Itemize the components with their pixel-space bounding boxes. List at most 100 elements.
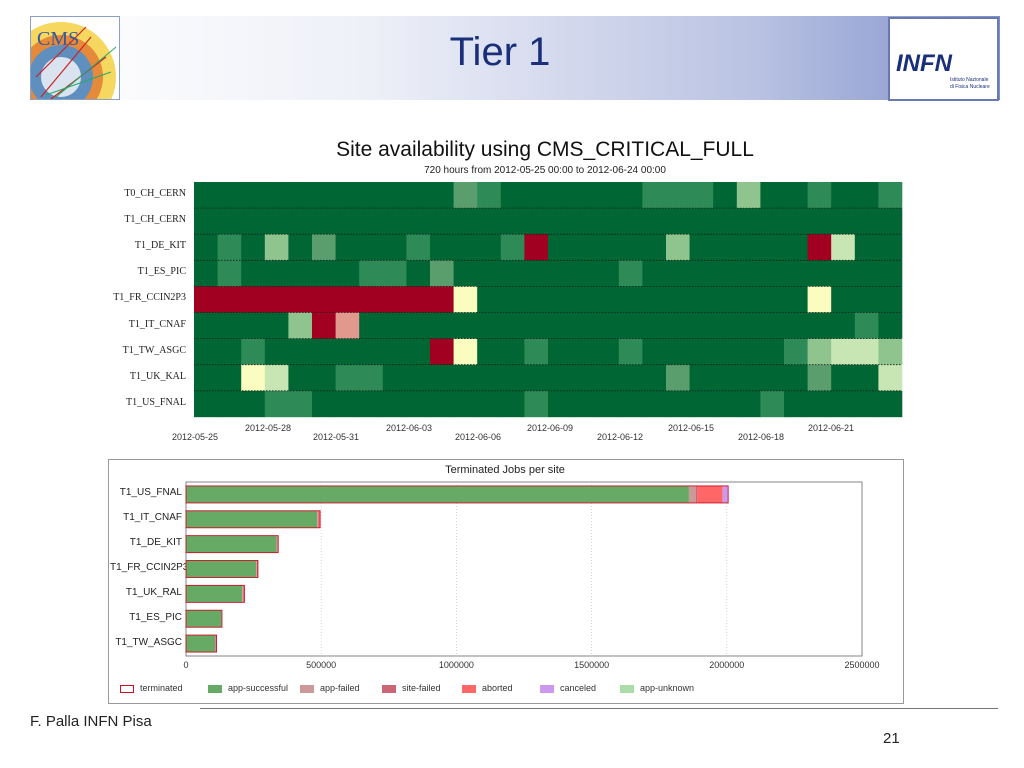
heatmap-cell xyxy=(241,390,266,418)
jobs-legend-item: app-failed xyxy=(300,683,360,697)
heatmap-cell xyxy=(642,234,667,261)
heatmap-cell xyxy=(382,286,407,313)
heatmap-cell xyxy=(548,260,572,287)
heatmap-cell xyxy=(217,390,242,418)
heatmap-cell xyxy=(453,364,478,392)
heatmap-cell xyxy=(359,208,384,235)
availability-date-label: 2012-05-28 xyxy=(245,423,292,433)
heatmap-cell xyxy=(736,286,761,313)
heatmap-cell xyxy=(477,338,502,365)
heatmap-cell xyxy=(430,208,454,235)
heatmap-cell xyxy=(760,338,785,365)
heatmap-cell xyxy=(666,312,690,339)
heatmap-cell xyxy=(264,338,289,365)
jobs-legend-label: app-successful xyxy=(228,683,289,693)
heatmap-cell xyxy=(689,338,714,365)
availability-date-label: 2012-06-09 xyxy=(527,423,574,433)
heatmap-cell xyxy=(713,260,738,287)
heatmap-cell xyxy=(477,364,502,392)
heatmap-cell xyxy=(335,312,360,339)
heatmap-cell xyxy=(430,286,454,313)
heatmap-cell xyxy=(500,182,525,209)
heatmap-cell xyxy=(854,182,879,209)
heatmap-cell xyxy=(430,260,454,287)
availability-site-label: T1_IT_CNAF xyxy=(128,318,186,330)
heatmap-cell xyxy=(524,182,549,209)
heatmap-cell xyxy=(264,390,289,418)
heatmap-cell xyxy=(666,364,690,392)
heatmap-cell xyxy=(335,364,360,392)
heatmap-cell xyxy=(406,286,431,313)
availability-date-label: 2012-06-06 xyxy=(455,432,502,442)
heatmap-cell xyxy=(618,182,643,209)
availability-date-label: 2012-05-25 xyxy=(172,432,219,442)
heatmap-cell xyxy=(288,286,313,313)
jobs-legend-label: terminated xyxy=(140,683,183,693)
cms-logo: CMS xyxy=(30,16,120,100)
heatmap-cell xyxy=(642,390,667,418)
heatmap-cell xyxy=(807,364,832,392)
heatmap-cell xyxy=(217,286,242,313)
heatmap-cell xyxy=(359,390,384,418)
jobs-site-label: T1_UK_RAL xyxy=(125,586,182,598)
heatmap-cell xyxy=(477,182,502,209)
heatmap-cell xyxy=(264,312,289,339)
heatmap-cell xyxy=(807,286,832,313)
heatmap-cell xyxy=(807,208,832,235)
heatmap-cell xyxy=(807,260,832,287)
heatmap-cell xyxy=(288,338,313,365)
heatmap-cell xyxy=(524,286,549,313)
availability-date-label: 2012-06-12 xyxy=(597,432,644,442)
heatmap-cell xyxy=(524,234,549,261)
heatmap-cell xyxy=(524,390,549,418)
heatmap-cell xyxy=(878,234,903,261)
jobs-legend-item: aborted xyxy=(462,683,513,697)
heatmap-cell xyxy=(288,260,313,287)
heatmap-cell xyxy=(642,338,667,365)
jobs-legend-item: site-failed xyxy=(382,683,441,697)
jobs-site-label: T1_FR_CCIN2P3 xyxy=(110,562,189,573)
heatmap-cell xyxy=(784,182,808,209)
heatmap-cell xyxy=(831,286,856,313)
jobs-legend-item: terminated xyxy=(120,683,183,697)
heatmap-cell xyxy=(689,182,714,209)
availability-date-label: 2012-06-18 xyxy=(738,432,785,442)
heatmap-cell xyxy=(666,286,690,313)
heatmap-cell xyxy=(548,312,572,339)
heatmap-cell xyxy=(264,208,289,235)
heatmap-cell xyxy=(689,390,714,418)
heatmap-cell xyxy=(642,260,667,287)
heatmap-cell xyxy=(831,234,856,261)
heatmap-cell xyxy=(382,364,407,392)
heatmap-cell xyxy=(453,286,478,313)
availability-site-label: T1_CH_CERN xyxy=(124,214,186,226)
heatmap-cell xyxy=(760,286,785,313)
heatmap-cell xyxy=(382,338,407,365)
heatmap-cell xyxy=(288,182,313,209)
availability-site-label: T1_ES_PIC xyxy=(137,266,186,278)
heatmap-cell xyxy=(524,364,549,392)
heatmap-cell xyxy=(595,338,620,365)
heatmap-cell xyxy=(288,312,313,339)
heatmap-cell xyxy=(453,182,478,209)
heatmap-cell xyxy=(618,390,643,418)
availability-chart-title: Site availability using CMS_CRITICAL_FUL… xyxy=(336,138,754,161)
heatmap-cell xyxy=(807,312,832,339)
jobs-site-label: T1_DE_KIT xyxy=(129,537,182,549)
jobs-legend-item: canceled xyxy=(540,683,596,697)
availability-date-label: 2012-05-31 xyxy=(313,432,360,442)
heatmap-cell xyxy=(784,390,808,418)
heatmap-cell xyxy=(784,234,808,261)
heatmap-cell xyxy=(359,286,384,313)
heatmap-cell xyxy=(335,260,360,287)
heatmap-cell xyxy=(571,182,596,209)
heatmap-cell xyxy=(595,208,620,235)
heatmap-cell xyxy=(382,182,407,209)
heatmap-cell xyxy=(406,208,431,235)
heatmap-cell xyxy=(477,260,502,287)
availability-date-label: 2012-06-21 xyxy=(808,423,855,433)
heatmap-cell xyxy=(571,260,596,287)
heatmap-cell xyxy=(241,286,266,313)
heatmap-cell xyxy=(831,364,856,392)
heatmap-background xyxy=(194,182,902,417)
